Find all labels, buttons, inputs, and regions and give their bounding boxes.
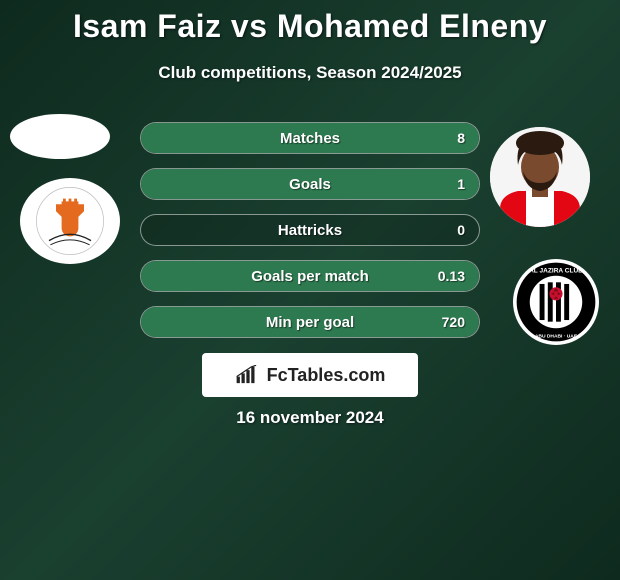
fctables-logo-text: FcTables.com <box>267 365 386 386</box>
stat-value-right: 720 <box>442 307 465 337</box>
stat-label: Matches <box>141 123 479 153</box>
right-club-badge: AL JAZIRA CLUB ABU DHABI · UAE <box>513 259 599 345</box>
stat-row: Goals per match0.13 <box>140 260 480 292</box>
fctables-logo: FcTables.com <box>202 353 418 397</box>
right-player-avatar <box>490 127 590 227</box>
stat-label: Min per goal <box>141 307 479 337</box>
date-label: 16 november 2024 <box>0 408 620 428</box>
subtitle: Club competitions, Season 2024/2025 <box>0 63 620 83</box>
stat-row: Min per goal720 <box>140 306 480 338</box>
page-title: Isam Faiz vs Mohamed Elneny <box>0 0 620 45</box>
stat-value-right: 0 <box>457 215 465 245</box>
stat-row: Hattricks0 <box>140 214 480 246</box>
stat-value-right: 8 <box>457 123 465 153</box>
stat-row: Matches8 <box>140 122 480 154</box>
left-player-avatar <box>10 114 110 159</box>
stat-value-right: 0.13 <box>438 261 465 291</box>
svg-text:ABU DHABI · UAE: ABU DHABI · UAE <box>535 333 578 339</box>
bars-icon <box>235 365 261 385</box>
stat-row: Goals1 <box>140 168 480 200</box>
stats-section: Matches8Goals1Hattricks0Goals per match0… <box>140 122 480 352</box>
stat-label: Goals per match <box>141 261 479 291</box>
stat-label: Goals <box>141 169 479 199</box>
stat-value-right: 1 <box>457 169 465 199</box>
svg-text:AL JAZIRA CLUB: AL JAZIRA CLUB <box>529 267 583 274</box>
stat-label: Hattricks <box>141 215 479 245</box>
left-club-badge <box>20 178 120 264</box>
